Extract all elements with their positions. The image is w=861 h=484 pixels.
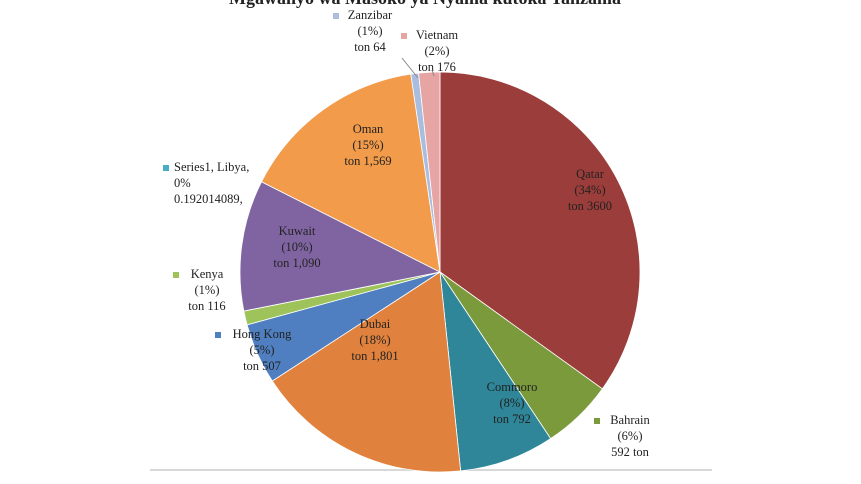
value-label: ton 1,090 — [273, 256, 320, 270]
slice-label: Oman — [353, 122, 384, 136]
legend-marker — [594, 418, 600, 424]
value-label: ton 3600 — [568, 199, 612, 213]
leader-line — [431, 69, 435, 77]
value-label: ton 176 — [418, 60, 456, 74]
percent-label: (6%) — [618, 429, 643, 443]
slice-label: Kuwait — [279, 224, 316, 238]
value-label: ton 792 — [493, 412, 531, 426]
chart-title: Mgawanyo wa Masoko ya Nyama kutoka Tanza… — [229, 0, 621, 8]
slice-label: Zanzibar — [348, 8, 393, 22]
leader-line — [401, 57, 419, 79]
percent-label: (34%) — [574, 183, 605, 197]
value-label: ton 1,801 — [351, 349, 398, 363]
percent-label: (15%) — [352, 138, 383, 152]
percent-label: 0% — [174, 176, 191, 190]
pie-slice — [439, 271, 552, 472]
slice-label: Vietnam — [416, 28, 459, 42]
slice-label: Bahrain — [610, 413, 650, 427]
pie-slice — [439, 71, 641, 390]
slice-label: Dubai — [360, 317, 391, 331]
percent-label: (10%) — [281, 240, 312, 254]
percent-label: (1%) — [195, 283, 220, 297]
pie-slice — [418, 71, 441, 273]
value-label: 592 ton — [611, 445, 650, 459]
legend-marker — [173, 272, 179, 278]
percent-label: (5%) — [250, 343, 275, 357]
slice-label: Commoro — [487, 380, 538, 394]
percent-label: (8%) — [500, 396, 525, 410]
slice-label: Qatar — [576, 167, 605, 181]
percent-label: (18%) — [359, 333, 390, 347]
pie-slice — [260, 73, 441, 273]
value-label: ton 116 — [188, 299, 225, 313]
legend-marker — [215, 332, 221, 338]
legend-marker — [333, 13, 339, 19]
value-label: ton 64 — [354, 40, 386, 54]
legend-marker — [163, 165, 169, 171]
slice-label: Kenya — [191, 267, 224, 281]
value-label: 0.192014089, — [174, 192, 243, 206]
pie-slice — [271, 271, 462, 473]
percent-label: (1%) — [358, 24, 383, 38]
pie-slice — [239, 181, 442, 312]
percent-label: (2%) — [425, 44, 450, 58]
slice-label: Series1, Libya, — [174, 160, 249, 174]
value-label: ton 1,569 — [344, 154, 391, 168]
legend-marker — [401, 33, 407, 39]
value-label: ton 507 — [243, 359, 281, 373]
slice-label: Hong Kong — [233, 327, 292, 341]
